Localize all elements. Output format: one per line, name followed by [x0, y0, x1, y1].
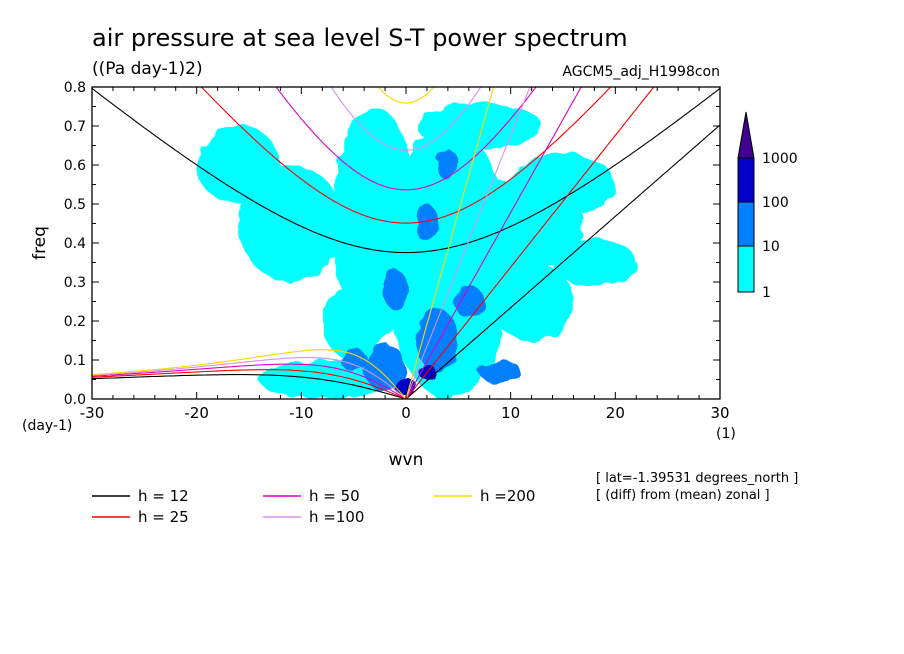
colorbar-segment-10	[737, 201, 755, 247]
shading-blob-18	[341, 348, 367, 372]
colorbar-segment-1	[737, 245, 755, 293]
curve-legend: h = 12 h = 25 h = 50 h =100 h =200	[92, 487, 535, 526]
shading-blob-16	[453, 285, 485, 318]
shading-blob-8	[458, 176, 584, 271]
y-axis-label: freq	[30, 226, 50, 260]
latitude-note: [ lat=-1.39531 degrees_north ]	[596, 471, 798, 486]
shading-blob-13	[382, 270, 409, 310]
dispersion-curve-h25-2	[200, 87, 612, 224]
dispersion-curve-h12-2	[92, 87, 720, 254]
chart-subtitle: ((Pa day-1)2)	[92, 59, 203, 79]
colorbar-label: 10	[762, 239, 780, 255]
x-tick-label: -30	[80, 404, 105, 422]
chart-title: air pressure at sea level S-T power spec…	[92, 24, 628, 52]
y-tick-label: 0.6	[64, 158, 86, 174]
x-tick-label: 20	[606, 404, 625, 422]
shading-blob-9	[196, 126, 281, 204]
x-tick-label: 0	[401, 404, 411, 422]
y-tick-label: 0.4	[64, 236, 86, 252]
colorbar-label: 100	[762, 195, 789, 211]
legend-label: h =100	[309, 508, 364, 526]
y-tick-label: 0.7	[64, 119, 86, 135]
axes: -30 -20 -10 0 10 20 30 0.0 0.1 0.2 0.3 0.4 0.5 0.6 0.7…	[64, 80, 730, 422]
colorbar-label: 1	[762, 285, 771, 301]
x-tick-label: -20	[184, 404, 209, 422]
dispersion-curve-h50-0	[405, 87, 582, 399]
colorbar-segment-100	[737, 157, 755, 203]
y-tick-label: 0.1	[64, 353, 86, 369]
shading-blob-15	[437, 149, 459, 181]
dispersion-curve-h50-1	[92, 363, 407, 399]
colorbar: 1 10 100 1000	[737, 111, 798, 301]
run-label: AGCM5_adj_H1998con	[562, 64, 720, 80]
y-unit-label: (day-1)	[22, 418, 72, 434]
x-tick-label: 10	[501, 404, 520, 422]
dispersion-curve-h100-1	[92, 356, 407, 399]
legend-label: h = 12	[138, 487, 189, 505]
shading-blob-10	[552, 239, 637, 286]
y-tick-label: 0.8	[64, 80, 86, 96]
power-spectrum-shading	[196, 102, 637, 399]
x-unit-label: (1)	[716, 426, 736, 442]
shading-blob-6	[416, 102, 543, 150]
y-tick-label: 0.3	[64, 275, 86, 291]
colorbar-extend-triangle	[737, 111, 755, 159]
x-axis-label: wvn	[389, 450, 424, 470]
dispersion-curve-h12-1	[92, 374, 407, 399]
legend-label: h = 25	[138, 508, 189, 526]
legend-label: h =200	[480, 487, 535, 505]
dispersion-curve-h25-0	[405, 87, 655, 399]
dispersion-curve-h200-0	[405, 87, 495, 399]
dispersion-curve-h12-0	[405, 124, 720, 399]
shading-blob-4	[489, 262, 574, 341]
y-tick-label: 0.5	[64, 197, 86, 213]
shading-blob-17	[479, 360, 522, 384]
dispersion-curve-h25-1	[92, 369, 407, 399]
dispersion-curve-h100-0	[405, 87, 531, 399]
y-tick-label: 0.0	[64, 392, 86, 408]
dispersion-curve-h100-2	[330, 87, 482, 151]
dispersion-curve-h50-2	[275, 87, 537, 191]
diff-note: [ (diff) from (mean) zonal ]	[596, 488, 770, 503]
y-tick-label: 0.2	[64, 314, 86, 330]
dispersion-curve-h200-1	[92, 349, 407, 399]
dispersion-curve-h200-2	[377, 87, 435, 104]
x-tick-label: -10	[289, 404, 314, 422]
colorbar-label: 1000	[762, 151, 798, 167]
x-tick-label: 30	[710, 404, 729, 422]
dispersion-curves	[92, 87, 720, 399]
legend-label: h = 50	[309, 487, 360, 505]
shading-blob-11	[364, 344, 407, 392]
shading-blob-14	[416, 204, 438, 243]
